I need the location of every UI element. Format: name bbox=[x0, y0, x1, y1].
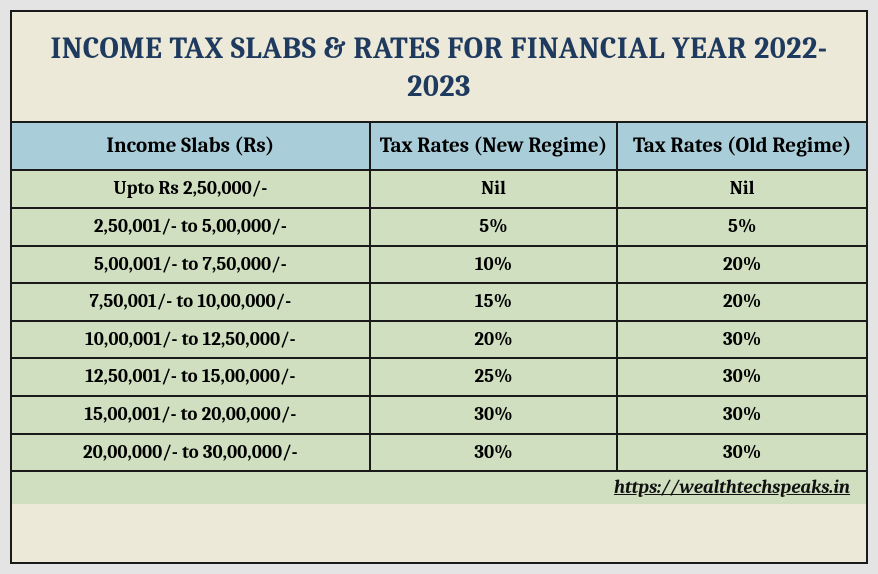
old-rate-cell: Nil bbox=[618, 171, 866, 207]
table-row: 2,50,001/- to 5,00,000/- 5% 5% bbox=[12, 209, 866, 247]
table-row: 10,00,001/- to 12,50,000/- 20% 30% bbox=[12, 322, 866, 360]
header-old-regime: Tax Rates (Old Regime) bbox=[618, 123, 866, 169]
slab-cell: 5,00,001/- to 7,50,000/- bbox=[12, 247, 371, 283]
slab-cell: 12,50,001/- to 15,00,000/- bbox=[12, 359, 371, 395]
new-rate-cell: Nil bbox=[371, 171, 619, 207]
footer-link[interactable]: https://wealthtechspeaks.in bbox=[12, 472, 866, 504]
new-rate-cell: 15% bbox=[371, 284, 619, 320]
old-rate-cell: 30% bbox=[618, 435, 866, 471]
old-rate-cell: 20% bbox=[618, 284, 866, 320]
table-row: Upto Rs 2,50,000/- Nil Nil bbox=[12, 171, 866, 209]
table-row: 20,00,000/- to 30,00,000/- 30% 30% bbox=[12, 435, 866, 473]
new-rate-cell: 30% bbox=[371, 435, 619, 471]
table-row: 5,00,001/- to 7,50,000/- 10% 20% bbox=[12, 247, 866, 285]
header-income-slabs: Income Slabs (Rs) bbox=[12, 123, 371, 169]
slab-cell: 10,00,001/- to 12,50,000/- bbox=[12, 322, 371, 358]
table-row: 12,50,001/- to 15,00,000/- 25% 30% bbox=[12, 359, 866, 397]
new-rate-cell: 30% bbox=[371, 397, 619, 433]
new-rate-cell: 20% bbox=[371, 322, 619, 358]
old-rate-cell: 20% bbox=[618, 247, 866, 283]
table-row: 7,50,001/- to 10,00,000/- 15% 20% bbox=[12, 284, 866, 322]
old-rate-cell: 30% bbox=[618, 397, 866, 433]
header-new-regime: Tax Rates (New Regime) bbox=[371, 123, 619, 169]
slab-cell: 2,50,001/- to 5,00,000/- bbox=[12, 209, 371, 245]
new-rate-cell: 5% bbox=[371, 209, 619, 245]
slab-cell: 20,00,000/- to 30,00,000/- bbox=[12, 435, 371, 471]
slab-cell: 15,00,001/- to 20,00,000/- bbox=[12, 397, 371, 433]
slab-cell: Upto Rs 2,50,000/- bbox=[12, 171, 371, 207]
table-row: 15,00,001/- to 20,00,000/- 30% 30% bbox=[12, 397, 866, 435]
title-row: INCOME TAX SLABS & RATES FOR FINANCIAL Y… bbox=[12, 12, 866, 123]
table-header-row: Income Slabs (Rs) Tax Rates (New Regime)… bbox=[12, 123, 866, 171]
tax-slab-container: INCOME TAX SLABS & RATES FOR FINANCIAL Y… bbox=[10, 10, 868, 564]
new-rate-cell: 10% bbox=[371, 247, 619, 283]
new-rate-cell: 25% bbox=[371, 359, 619, 395]
old-rate-cell: 30% bbox=[618, 359, 866, 395]
page-title: INCOME TAX SLABS & RATES FOR FINANCIAL Y… bbox=[32, 30, 846, 105]
old-rate-cell: 5% bbox=[618, 209, 866, 245]
old-rate-cell: 30% bbox=[618, 322, 866, 358]
slab-cell: 7,50,001/- to 10,00,000/- bbox=[12, 284, 371, 320]
